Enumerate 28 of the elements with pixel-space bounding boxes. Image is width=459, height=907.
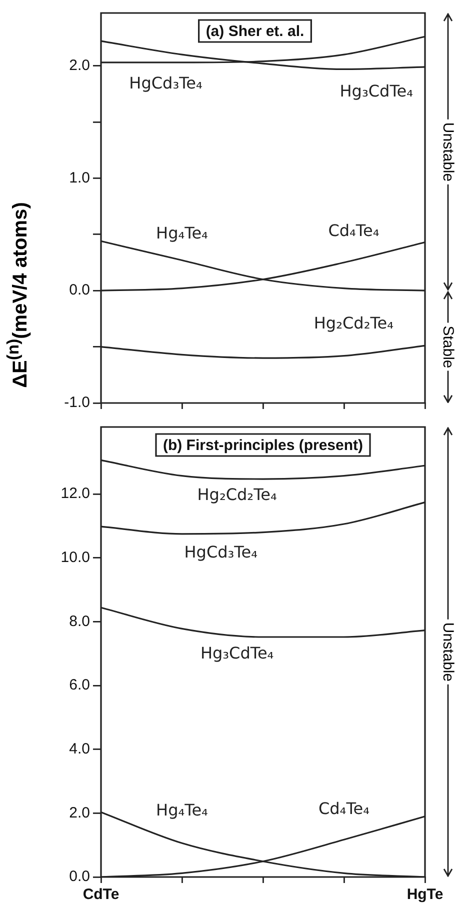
y-tick-label: 10.0 xyxy=(60,548,90,566)
text: Unstable xyxy=(440,619,456,685)
y-tick-label: -1.0 xyxy=(64,394,90,412)
series-label: Hg₃CdTe₄ xyxy=(340,81,414,100)
y-tick-label: 0.0 xyxy=(69,868,90,886)
y-tick-label: 0.0 xyxy=(69,282,90,299)
y-tick-label: 8.0 xyxy=(69,612,90,630)
series-label: Hg₂Cd₂Te₄ xyxy=(197,485,277,504)
y-tick-label: 12.0 xyxy=(60,485,90,502)
series-label: HgCd₃Te₄ xyxy=(184,542,258,562)
x-tick-label: HgTe xyxy=(406,886,444,904)
y-tick-label: 4.0 xyxy=(69,740,90,758)
y-tick-label: 2.0 xyxy=(69,56,90,74)
text: Stable xyxy=(440,322,456,372)
series-label: Hg₃CdTe₄ xyxy=(200,644,274,662)
series-label: Hg₄Te₄ xyxy=(156,223,208,242)
series-label: Cd₄Te₄ xyxy=(328,221,380,240)
y-tick-label: 6.0 xyxy=(69,676,90,694)
series-label: Hg₂Cd₂Te₄ xyxy=(314,314,394,333)
text: (b) First-principles (present) xyxy=(162,437,364,454)
series-label: Hg₄Te₄ xyxy=(156,800,208,820)
text: Unstable xyxy=(440,119,456,184)
text: (a) Sher et. al. xyxy=(206,23,304,40)
y-tick-label: 2.0 xyxy=(69,804,90,822)
x-tick-label: CdTe xyxy=(82,886,120,904)
y-tick-label: 1.0 xyxy=(69,169,90,186)
series-label: HgCd₃Te₄ xyxy=(129,74,202,93)
series-label: Cd₄Te₄ xyxy=(318,798,370,818)
